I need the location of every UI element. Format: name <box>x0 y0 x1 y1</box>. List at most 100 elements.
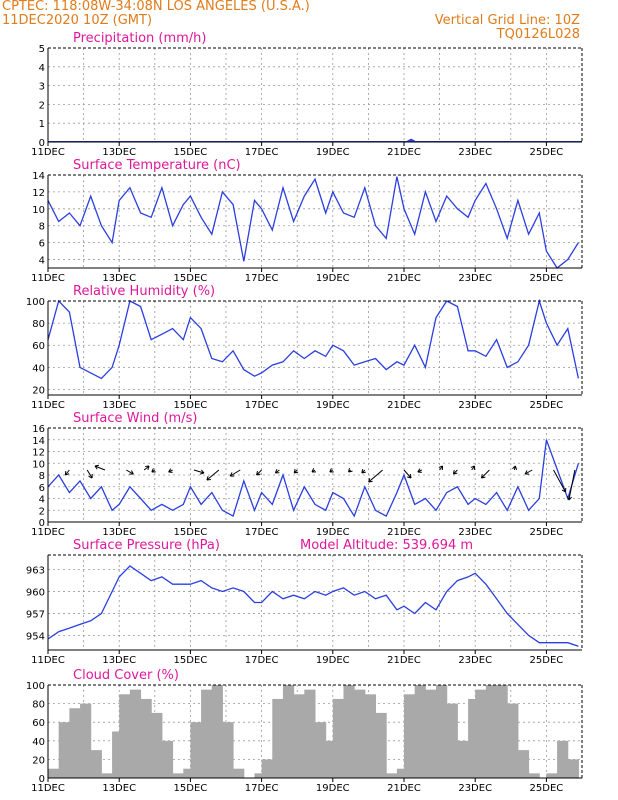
x-tick-label: 13DEC <box>102 527 136 538</box>
cloud-cover-bar <box>190 722 202 778</box>
x-tick-label: 21DEC <box>387 655 421 666</box>
y-tick-label: 2 <box>39 506 45 517</box>
cloud-cover-bar <box>364 694 377 778</box>
wind-vector <box>481 469 490 479</box>
cloud-cover-bar <box>90 750 102 778</box>
wind-vector <box>568 469 576 501</box>
x-tick-label: 13DEC <box>102 783 136 794</box>
y-tick-label: 963 <box>26 566 45 577</box>
y-tick-label: 16 <box>32 424 45 435</box>
cloud-cover-bar <box>404 694 416 778</box>
x-tick-label: 11DEC <box>31 400 65 411</box>
cloud-cover-bar <box>468 698 480 778</box>
x-tick-label: 21DEC <box>387 527 421 538</box>
wind-vector-head <box>561 487 567 493</box>
cloud-cover-bar <box>457 740 469 778</box>
wind-vector <box>94 465 106 471</box>
y-tick-label: 14 <box>32 436 45 447</box>
series-line <box>47 565 579 647</box>
wind-vector-head <box>64 470 70 476</box>
x-tick-label: 15DEC <box>174 147 208 158</box>
y-tick-label: 2 <box>39 100 45 111</box>
wind-vector-head <box>206 476 211 481</box>
x-tick-label: 19DEC <box>316 783 350 794</box>
wind-vector-head <box>94 464 99 470</box>
y-tick-label: 20 <box>32 385 45 396</box>
wind-vector <box>368 469 383 483</box>
x-tick-label: 15DEC <box>174 527 208 538</box>
wind-vector-head <box>348 467 353 473</box>
x-tick-label: 15DEC <box>174 400 208 411</box>
header-date: 11DEC2020 10Z (GMT) <box>2 13 153 28</box>
y-tick-label: 10 <box>32 205 45 216</box>
cloud-cover-bar <box>211 685 223 778</box>
y-tick-label: 0 <box>39 138 45 149</box>
cloud-cover-bar <box>414 685 426 778</box>
x-tick-label: 23DEC <box>458 273 492 284</box>
cloud-cover-bar <box>119 694 131 778</box>
cloud-cover-bar <box>140 698 152 778</box>
y-tick-label: 12 <box>32 448 45 459</box>
x-tick-label: 23DEC <box>458 527 492 538</box>
y-tick-label: 4 <box>39 63 45 74</box>
cloud-cover-bar <box>172 773 184 778</box>
cloud-cover-bar <box>272 698 284 778</box>
cloud-cover-bar <box>507 703 519 778</box>
x-tick-label: 19DEC <box>316 273 350 284</box>
cloud-cover-bar <box>282 685 295 778</box>
wind-vector-head <box>361 468 366 474</box>
x-tick-label: 13DEC <box>102 655 136 666</box>
panel-title: Precipitation (mm/h) <box>73 31 206 46</box>
x-tick-label: 25DEC <box>530 783 564 794</box>
y-tick-label: 40 <box>32 363 45 374</box>
wind-vector <box>403 469 412 479</box>
x-tick-label: 15DEC <box>174 273 208 284</box>
series-line <box>47 298 580 380</box>
cloud-cover-bar <box>446 703 458 778</box>
panel-title: Relative Humidity (%) <box>73 284 215 299</box>
x-tick-label: 25DEC <box>530 655 564 666</box>
wind-vector-head <box>293 468 299 474</box>
y-tick-label: 6 <box>39 239 45 250</box>
x-tick-label: 19DEC <box>316 655 350 666</box>
y-tick-label: 954 <box>26 631 45 642</box>
wind-vector-head <box>329 468 334 473</box>
y-tick-label: 20 <box>32 755 45 766</box>
cloud-cover-bar <box>485 685 498 778</box>
cloud-cover-bar <box>183 768 195 778</box>
wind-vector <box>193 469 205 474</box>
x-tick-label: 19DEC <box>316 147 350 158</box>
header: CPTEC: 118:08W-34:08N LOS ANGELES (U.S.A… <box>0 0 618 44</box>
panel-title: Surface Temperature (nC) <box>73 158 241 173</box>
y-tick-label: 4 <box>39 495 45 506</box>
x-tick-label: 17DEC <box>245 147 279 158</box>
y-tick-label: 8 <box>39 222 45 233</box>
cloud-cover-bar <box>101 773 113 778</box>
wind-vector <box>524 469 533 475</box>
wind-vector-head <box>229 472 235 477</box>
x-tick-label: 25DEC <box>530 527 564 538</box>
wind-vector-head <box>417 468 422 473</box>
x-tick-label: 11DEC <box>31 273 65 284</box>
model-altitude-annotation: Model Altitude: 539.694 m <box>300 538 473 553</box>
wind-vector-head <box>407 473 412 479</box>
y-tick-label: 960 <box>26 588 45 599</box>
wind-vector-head <box>168 468 173 473</box>
y-tick-label: 60 <box>32 341 45 352</box>
wind-vector <box>553 469 566 493</box>
wind-vector <box>143 465 150 471</box>
wind-vector <box>453 469 458 475</box>
wind-vector-head <box>470 465 476 471</box>
cloud-cover-bar <box>293 694 305 778</box>
wind-vector-head <box>145 465 150 470</box>
y-tick-label: 4 <box>39 256 45 267</box>
x-tick-label: 11DEC <box>31 655 65 666</box>
x-tick-label: 15DEC <box>174 655 208 666</box>
cloud-cover-bar <box>386 773 398 778</box>
cloud-cover-bar <box>161 740 174 778</box>
y-tick-label: 10 <box>32 459 45 470</box>
y-tick-label: 80 <box>32 700 45 711</box>
y-tick-label: 3 <box>39 82 45 93</box>
cloud-cover-bar <box>332 698 344 778</box>
